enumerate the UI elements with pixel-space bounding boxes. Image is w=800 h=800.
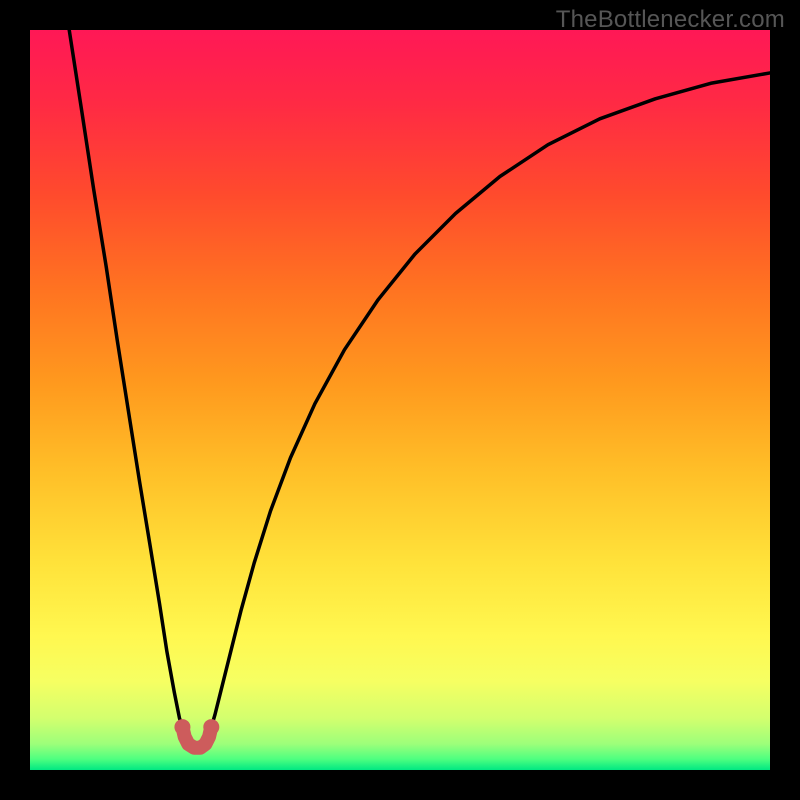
watermark-text: TheBottlenecker.com <box>556 6 785 34</box>
curve-overlay <box>0 0 800 800</box>
curve-right-branch <box>211 73 770 727</box>
chart-container: TheBottlenecker.com <box>0 0 800 800</box>
curve-left-branch <box>69 30 182 727</box>
stub-end-dot-left <box>174 719 190 735</box>
stub-end-dot-right <box>203 719 219 735</box>
